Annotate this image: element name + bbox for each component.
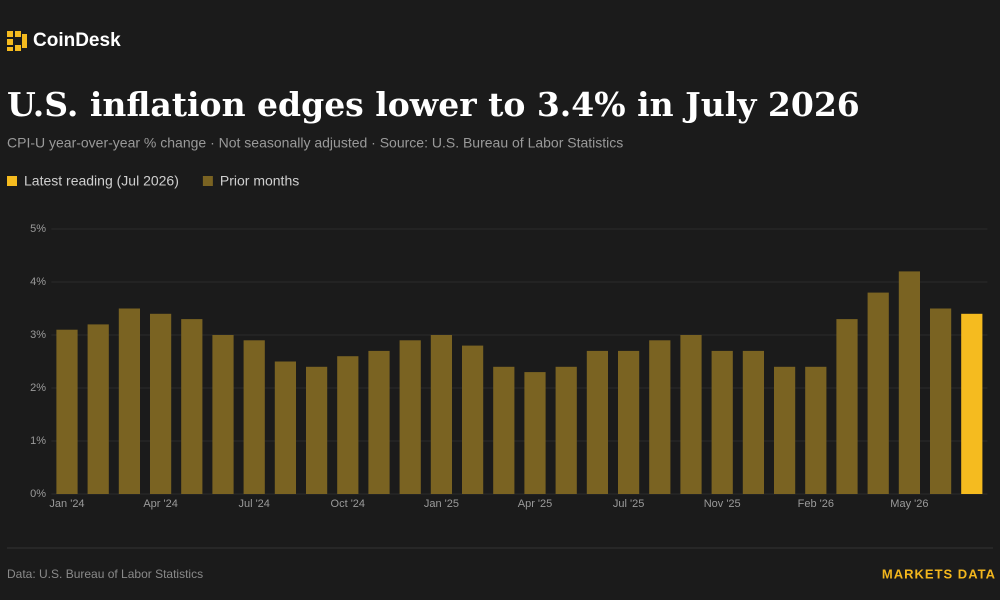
bar — [399, 340, 421, 494]
bar — [461, 345, 484, 494]
x-tick-label: Feb '26 — [798, 498, 834, 510]
x-tick-label: Apr '24 — [143, 498, 178, 510]
bar — [617, 350, 640, 494]
bar — [493, 366, 515, 494]
bar — [742, 350, 765, 494]
bar — [680, 335, 702, 494]
legend-swatch — [7, 176, 17, 186]
y-tick-label: 1% — [30, 435, 46, 447]
y-tick-label: 0% — [30, 488, 46, 500]
bar — [118, 308, 141, 494]
legend-label: Latest reading (Jul 2026) — [24, 173, 179, 189]
footer-source: Data: U.S. Bureau of Labor Statistics — [7, 567, 203, 581]
bar — [586, 350, 609, 494]
x-tick-label: Apr '25 — [518, 498, 553, 510]
y-tick-label: 5% — [30, 223, 46, 235]
bar — [430, 335, 453, 494]
footer-tag: MARKETS DATA — [882, 566, 996, 581]
bar — [555, 366, 577, 494]
bar — [337, 356, 359, 494]
bar — [524, 372, 546, 494]
bar — [773, 366, 796, 494]
chart-title: U.S. inflation edges lower to 3.4% in Ju… — [7, 85, 860, 124]
y-tick-label: 4% — [30, 276, 46, 288]
bar — [368, 350, 390, 494]
y-tick-label: 3% — [30, 329, 46, 341]
bar — [805, 366, 827, 494]
legend-swatch — [202, 176, 213, 186]
bar — [149, 313, 172, 494]
bar — [87, 324, 109, 494]
x-tick-label: Jan '25 — [424, 498, 459, 510]
x-tick-label: May '26 — [890, 498, 928, 510]
x-tick-label: Jan '24 — [49, 498, 84, 510]
x-tick-label: Jul '25 — [613, 498, 644, 510]
bar — [212, 335, 234, 494]
legend-label: Prior months — [220, 173, 299, 189]
bar — [305, 366, 328, 494]
y-tick-label: 2% — [30, 382, 46, 394]
brand: CoinDesk — [33, 30, 121, 51]
subtitle: CPI-U year-over-year % change · Not seas… — [7, 135, 623, 151]
x-tick-label: Jul '24 — [238, 498, 269, 510]
bar — [181, 319, 203, 494]
bar — [898, 271, 921, 494]
x-tick-label: Nov '25 — [704, 498, 741, 510]
bar — [243, 340, 265, 494]
logo-icon — [7, 31, 27, 51]
x-tick-label: Oct '24 — [331, 498, 366, 510]
bar — [56, 329, 78, 494]
bar — [711, 350, 733, 494]
bar — [961, 313, 983, 494]
bar — [274, 361, 297, 494]
bar — [929, 308, 952, 494]
bar — [836, 319, 858, 494]
bar — [649, 340, 671, 494]
bar — [867, 292, 889, 494]
